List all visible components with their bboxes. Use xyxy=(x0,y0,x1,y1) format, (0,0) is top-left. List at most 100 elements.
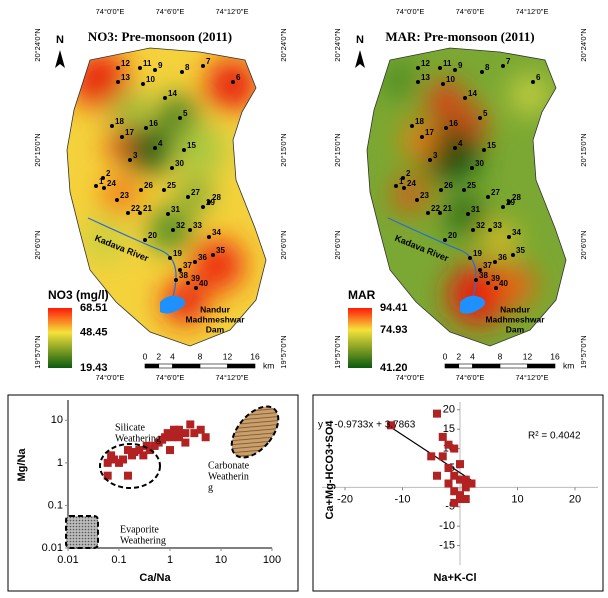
lat-label: 20°15'0"N xyxy=(333,133,342,166)
station xyxy=(402,186,406,190)
legend-tick-label: 94.41 xyxy=(380,302,408,314)
surface-patch xyxy=(83,218,127,262)
station-label: 20 xyxy=(148,231,157,240)
x-tick-label: -10 xyxy=(395,493,411,505)
station-label: 38 xyxy=(179,271,188,280)
y-tick-label: 1 xyxy=(57,457,63,469)
map-title: NO3: Pre-monsoon (2011) xyxy=(88,29,232,44)
chart: -20-1001020-15-10-55101520Na+K-ClCa+Mg-H… xyxy=(318,402,598,584)
station-label: 16 xyxy=(149,119,158,128)
point xyxy=(433,471,441,480)
x-tick-label: 1 xyxy=(167,554,173,566)
station xyxy=(466,212,470,216)
station xyxy=(116,80,120,84)
station xyxy=(162,188,166,192)
lon-label: 74°0'0"E xyxy=(396,7,425,16)
x-tick-label: 10 xyxy=(215,554,227,566)
station-label: 9 xyxy=(458,61,463,70)
station-label: 25 xyxy=(167,181,176,190)
point xyxy=(145,446,154,455)
lon-label: 74°0'0"E xyxy=(96,7,125,16)
legend-tick-label: 41.20 xyxy=(380,362,408,374)
point xyxy=(166,446,174,455)
station-label: 31 xyxy=(171,205,180,214)
station xyxy=(401,176,405,180)
point xyxy=(115,458,123,467)
point xyxy=(461,495,470,504)
surface-patch xyxy=(206,59,258,111)
station-label: 32 xyxy=(176,221,185,230)
surface-patch xyxy=(484,224,516,256)
station xyxy=(153,68,157,72)
x-tick-label: -20 xyxy=(337,493,353,505)
station-label: 39 xyxy=(491,274,500,283)
lon-label: 74°12'0"E xyxy=(216,7,249,16)
station-label: 26 xyxy=(444,181,453,190)
point xyxy=(444,479,453,488)
point xyxy=(444,463,453,472)
station-label: 32 xyxy=(476,221,485,230)
lat-label: 20°6'0"N xyxy=(333,230,342,259)
station-label: 26 xyxy=(144,181,153,190)
lat-label: 20°15'0"N xyxy=(579,133,588,166)
point xyxy=(461,475,470,484)
lat-label: 20°24'0"N xyxy=(33,28,42,61)
y-tick-label: -5 xyxy=(445,501,455,513)
station xyxy=(163,96,167,100)
station-label: 11 xyxy=(443,59,452,68)
point xyxy=(123,471,132,480)
dam-label: Madhmeshwar xyxy=(185,314,245,324)
surface-blobs xyxy=(72,52,258,324)
lat-label: 20°15'0"N xyxy=(33,133,42,166)
station xyxy=(462,188,466,192)
north-label: N xyxy=(356,34,364,46)
station xyxy=(143,238,147,242)
station xyxy=(115,198,119,202)
lat-label: 20°6'0"N xyxy=(579,230,588,259)
station-label: 22 xyxy=(431,204,440,213)
station-label: 2 xyxy=(106,169,111,178)
station-label: 24 xyxy=(107,179,116,188)
station xyxy=(178,116,182,120)
zone-outline xyxy=(65,515,99,549)
point xyxy=(456,460,464,469)
station xyxy=(439,188,443,192)
station-label: 1 xyxy=(99,177,104,186)
point xyxy=(103,471,112,480)
station xyxy=(507,200,511,204)
station xyxy=(394,184,398,188)
point xyxy=(201,433,210,442)
surface-patch xyxy=(102,177,138,213)
station-label: 24 xyxy=(407,179,416,188)
station xyxy=(168,256,172,260)
station-label: 8 xyxy=(485,63,490,72)
scale-label: 0 xyxy=(443,351,448,361)
point xyxy=(142,441,151,450)
station xyxy=(501,205,505,209)
station xyxy=(180,70,184,74)
point xyxy=(450,487,459,496)
station xyxy=(470,166,474,170)
station-label: 8 xyxy=(185,63,190,72)
annotation: g xyxy=(208,482,213,493)
station xyxy=(488,228,492,232)
station xyxy=(138,66,142,70)
station xyxy=(453,68,457,72)
lon-label: 74°6'0"E xyxy=(456,373,485,382)
north-arrow xyxy=(55,50,65,68)
surface-blobs xyxy=(382,62,550,325)
point xyxy=(150,441,159,450)
station xyxy=(120,135,124,139)
station-label: 14 xyxy=(468,89,477,98)
station xyxy=(116,66,120,70)
panel-frame xyxy=(312,394,604,592)
surface-patch xyxy=(174,124,226,176)
station xyxy=(416,66,420,70)
dam-label: Madhmeshwar xyxy=(485,314,545,324)
station xyxy=(493,260,497,264)
station xyxy=(138,211,142,215)
station xyxy=(474,278,478,282)
lon-label: 74°12'0"E xyxy=(516,373,549,382)
station-label: 28 xyxy=(512,193,521,202)
station xyxy=(478,116,482,120)
